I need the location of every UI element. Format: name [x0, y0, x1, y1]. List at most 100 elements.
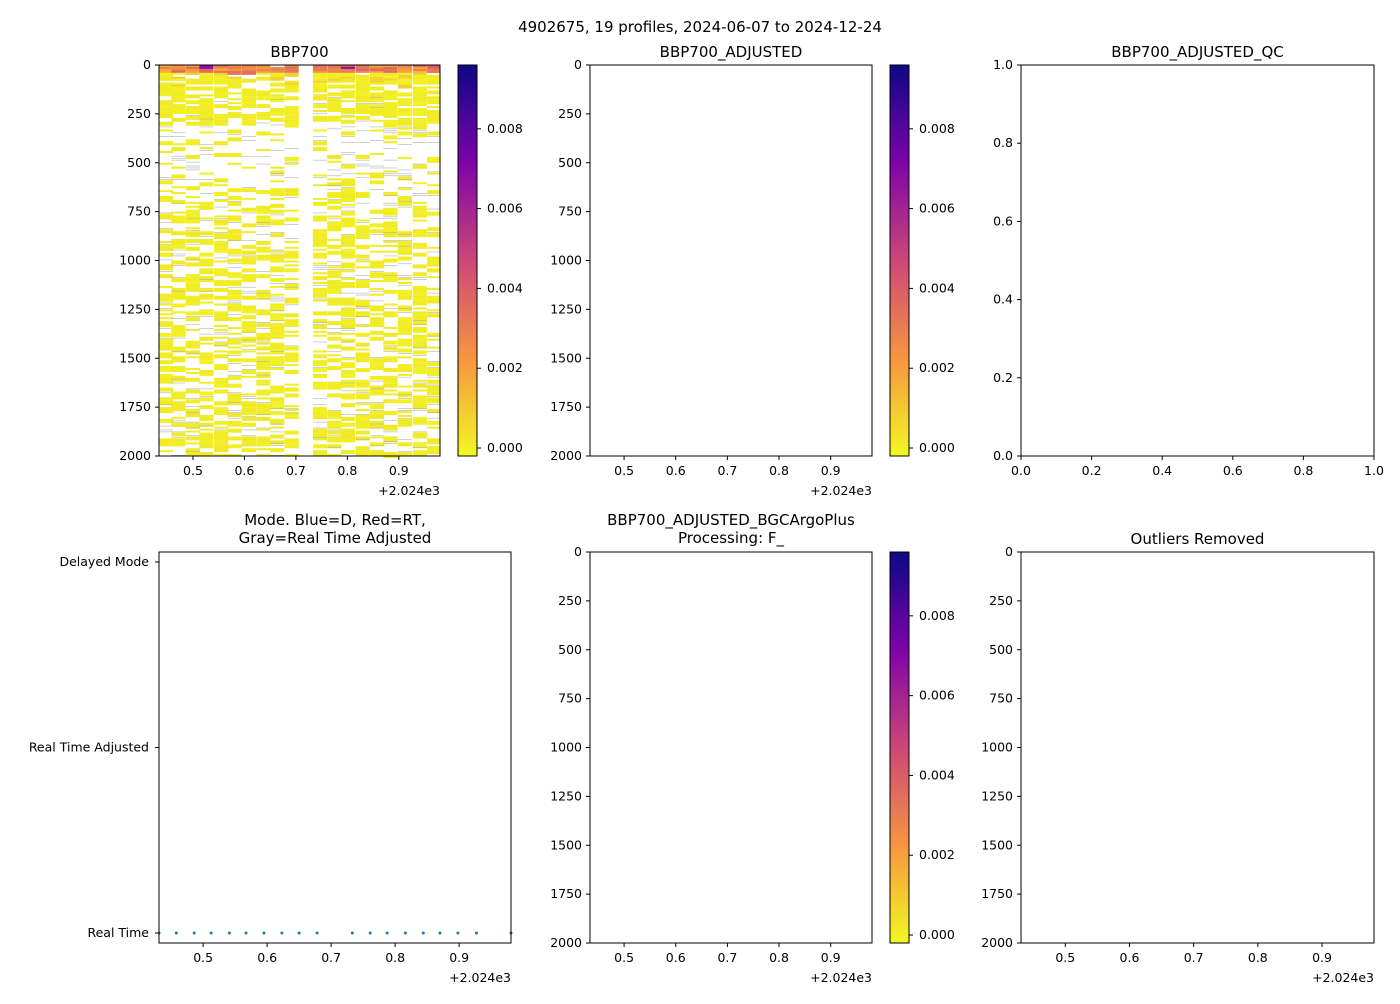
heatmap-cell: [340, 422, 356, 425]
heatmap-cell: [370, 260, 385, 263]
heatmap-cell: [355, 78, 370, 81]
heatmap-cell: [199, 182, 214, 187]
heatmap-cell: [355, 299, 370, 302]
heatmap-cell: [159, 244, 174, 247]
heatmap-cell: [370, 436, 385, 439]
heatmap-cell: [340, 393, 356, 396]
heatmap-cell: [427, 86, 440, 89]
heatmap-cell: [427, 313, 440, 318]
heatmap-cell: [284, 442, 299, 445]
heatmap-cell: [227, 137, 242, 142]
mode-point: [421, 931, 425, 935]
heatmap-cell: [427, 98, 440, 103]
heatmap-cell: [214, 389, 229, 394]
heatmap-cell: [327, 227, 342, 232]
heatmap-cell: [355, 432, 370, 435]
heatmap-cell: [185, 399, 200, 404]
heatmap-cell: [397, 356, 412, 359]
heatmap-missing-cell: [340, 341, 356, 343]
heatmap-cell: [427, 258, 440, 261]
heatmap-cell: [171, 438, 186, 443]
heatmap-cell: [383, 276, 398, 279]
heatmap-missing-cell: [355, 306, 370, 308]
heatmap-missing-cell: [397, 206, 412, 208]
heatmap-missing-cell: [171, 157, 186, 159]
heatmap-cell: [327, 108, 342, 111]
heatmap-cell: [270, 426, 285, 429]
heatmap-cell: [355, 303, 370, 308]
heatmap-cell: [159, 352, 174, 355]
heatmap-missing-cell: [427, 171, 440, 173]
heatmap-cell: [383, 438, 398, 443]
heatmap-cell: [159, 199, 174, 202]
heatmap-cell: [355, 192, 370, 197]
x-tick-label: 0.9: [821, 463, 841, 478]
heatmap-cell: [256, 242, 271, 245]
heatmap-cell: [227, 252, 242, 255]
heatmap-cell: [256, 352, 271, 355]
heatmap-cell: [397, 197, 412, 202]
heatmap-cell: [270, 219, 285, 224]
x-offset-label: +2.024e3: [378, 483, 440, 498]
heatmap-cell: [327, 98, 342, 103]
heatmap-missing-cell: [199, 236, 214, 237]
heatmap-cell: [270, 166, 285, 169]
heatmap-missing-cell: [370, 97, 385, 98]
heatmap-cell: [340, 430, 356, 435]
heatmap-cell: [284, 278, 299, 281]
heatmap-cell: [159, 78, 174, 81]
heatmap-cell: [171, 356, 186, 361]
heatmap-cell: [256, 217, 271, 220]
heatmap-cell: [383, 383, 398, 388]
heatmap-cell: [383, 123, 398, 128]
x-tick-label: 0.6: [666, 950, 686, 965]
heatmap-cell: [355, 115, 370, 120]
heatmap-cell: [370, 244, 385, 247]
y-tick-label: 500: [989, 642, 1013, 657]
heatmap-cell: [171, 72, 186, 75]
heatmap-cell: [355, 446, 370, 449]
heatmap-missing-cell: [159, 228, 174, 229]
heatmap-cell: [312, 409, 328, 412]
heatmap-cell: [256, 72, 271, 75]
heatmap-cell: [256, 289, 271, 294]
panel-title: Outliers Removed: [1131, 530, 1265, 548]
heatmap-cell: [159, 151, 174, 154]
heatmap-cell: [412, 293, 427, 296]
heatmap-cell: [327, 368, 342, 371]
y-tick-label: 250: [558, 106, 582, 121]
heatmap-cell: [412, 219, 427, 222]
mode-point: [403, 931, 407, 935]
heatmap-cell: [412, 358, 427, 363]
heatmap-missing-cell: [355, 202, 370, 204]
heatmap-cell: [241, 305, 257, 310]
heatmap-cell: [270, 397, 285, 402]
heatmap-cell: [159, 100, 174, 103]
heatmap-cell: [185, 328, 200, 331]
heatmap-cell: [412, 328, 427, 331]
heatmap-cell: [412, 205, 427, 208]
heatmap-missing-cell: [355, 103, 370, 104]
heatmap-cell: [340, 194, 356, 199]
heatmap-cell: [397, 350, 412, 353]
heatmap-missing-cell: [185, 169, 200, 171]
heatmap-missing-cell: [171, 378, 186, 380]
heatmap-cell: [159, 373, 174, 376]
heatmap-cell: [327, 321, 342, 324]
heatmap-cell: [327, 297, 342, 300]
heatmap-cell: [284, 270, 299, 273]
heatmap-cell: [397, 444, 412, 447]
colorbar-tick-label: 0.000: [919, 440, 955, 455]
heatmap-cell: [227, 403, 242, 406]
heatmap-missing-cell: [383, 204, 398, 206]
heatmap-cell: [370, 276, 385, 279]
heatmap-cell: [227, 326, 242, 329]
heatmap-cell: [355, 256, 370, 259]
heatmap-cell: [241, 440, 257, 443]
heatmap-cell: [340, 307, 356, 312]
heatmap-cell: [159, 293, 174, 298]
heatmap-missing-cell: [370, 357, 385, 358]
heatmap-missing-cell: [355, 222, 370, 223]
heatmap-cell: [227, 375, 242, 380]
